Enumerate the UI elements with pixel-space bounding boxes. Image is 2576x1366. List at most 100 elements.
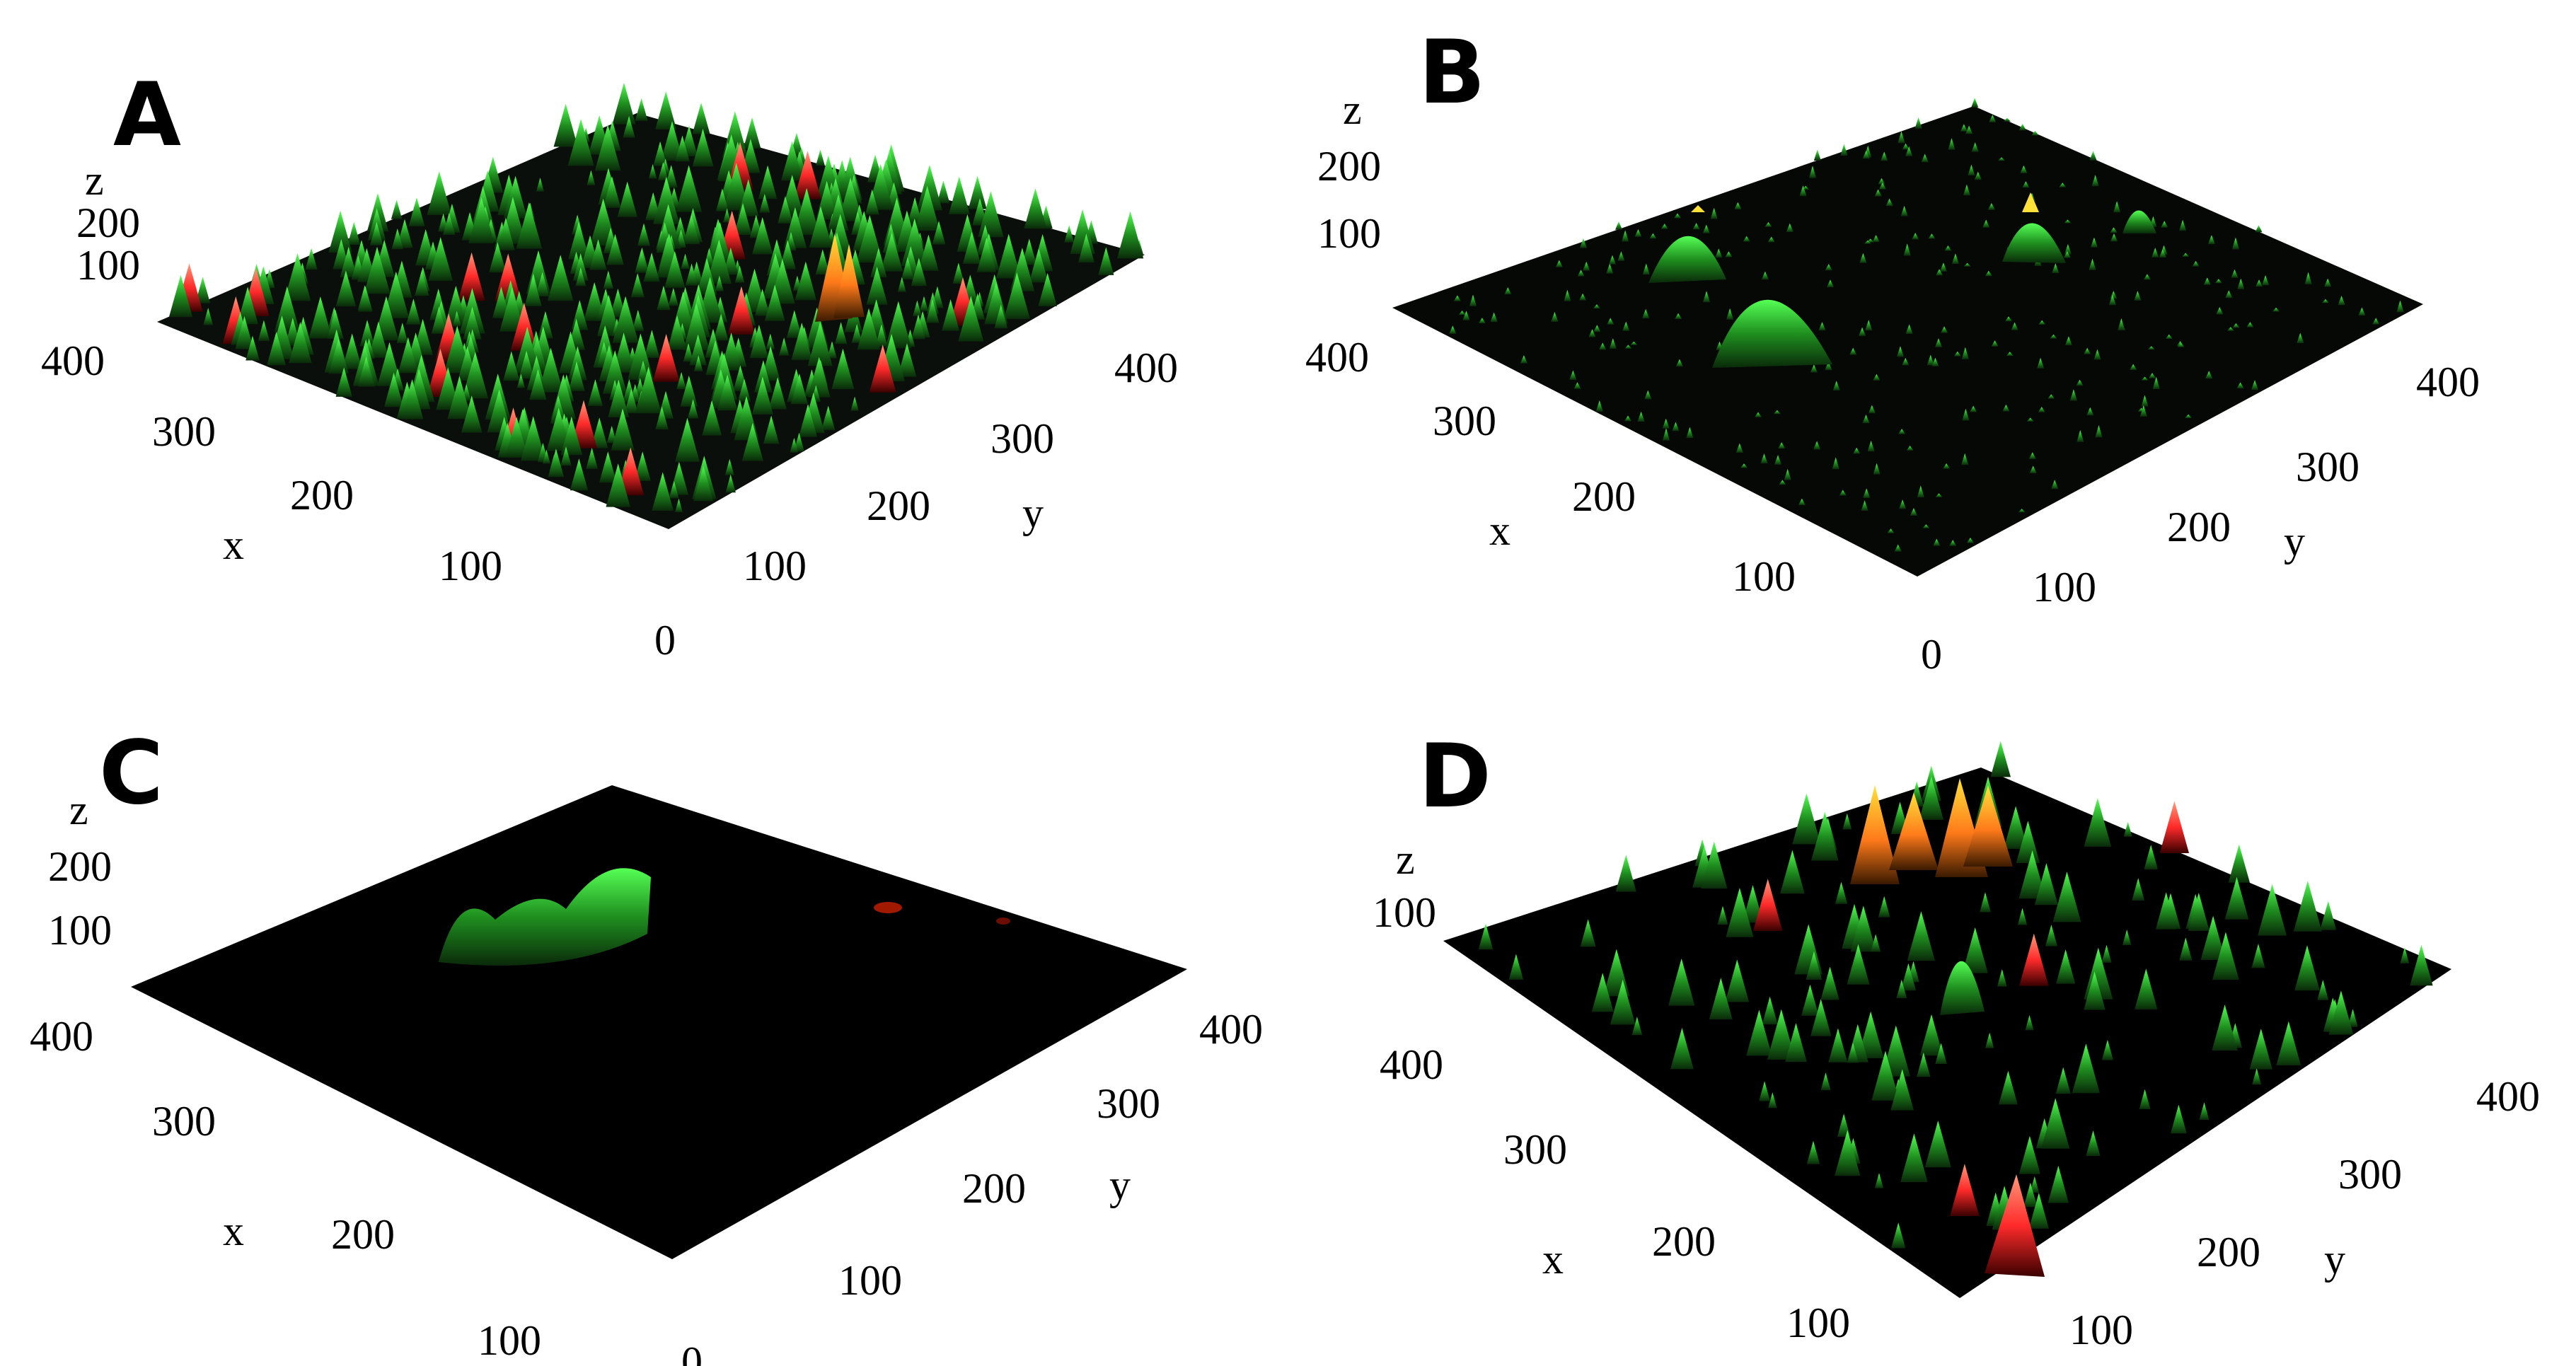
surface-peak <box>2258 884 2287 936</box>
surface-peak <box>962 231 981 264</box>
surface-peak <box>632 310 645 331</box>
surface-peak <box>661 121 683 161</box>
surface-peak <box>715 275 724 291</box>
surface-peak <box>1767 236 1775 243</box>
surface-peak <box>2052 263 2060 274</box>
surface-peak <box>1649 233 1657 239</box>
surface-peak <box>1668 959 1695 1006</box>
panel-d-y-title: y <box>2324 1236 2345 1283</box>
surface-peak <box>1914 117 1922 129</box>
panel-a-x-title: x <box>223 521 244 568</box>
surface-peak <box>2018 850 2046 899</box>
surface-peak <box>2017 908 2028 925</box>
surface-peak <box>1779 480 1786 485</box>
surface-peak <box>548 448 565 477</box>
surface-peak <box>1577 270 1585 277</box>
surface-peak <box>1773 410 1781 415</box>
surface-peak <box>1885 198 1893 207</box>
surface-peak <box>1726 888 1754 937</box>
surface-peak <box>1038 272 1057 306</box>
surface-peak <box>2139 405 2147 417</box>
surface-peak <box>2084 347 2091 354</box>
surface-peak <box>815 249 830 275</box>
surface-peak <box>713 313 729 341</box>
surface-peak <box>1903 243 1911 256</box>
surface-peak <box>503 175 528 219</box>
panel-c-x-title: x <box>223 1208 244 1254</box>
surface-peak <box>1991 340 1999 347</box>
surface-peak <box>1919 1014 1943 1056</box>
surface-peak <box>664 251 686 288</box>
surface-peak <box>1725 251 1733 257</box>
surface-peak <box>568 361 585 391</box>
surface-peak <box>2002 404 2010 412</box>
surface-peak <box>1997 969 2007 987</box>
surface-peak <box>1593 304 1600 309</box>
surface-peak <box>1579 293 1587 301</box>
surface-peak <box>1898 131 1905 144</box>
surface-peak <box>1478 318 1486 323</box>
surface-peak <box>2179 219 2187 231</box>
surface-peak <box>1999 1070 2018 1105</box>
surface-peak <box>608 379 630 417</box>
surface-peak <box>1792 793 1821 845</box>
surface-peak <box>384 372 404 407</box>
surface-peak <box>1064 225 1074 243</box>
surface-peak <box>2089 258 2096 270</box>
surface-peak <box>2020 165 2028 173</box>
panel-a-y-tick-4: 100 <box>743 543 807 589</box>
surface-peak <box>1715 248 1723 258</box>
surface-peak <box>524 275 542 306</box>
surface-peak <box>2276 1021 2301 1066</box>
surface-peak <box>617 447 645 496</box>
surface-peak <box>370 221 383 245</box>
surface-peak <box>1985 270 1992 277</box>
surface-peak <box>591 417 608 448</box>
surface-peak <box>1825 264 1832 271</box>
panel-a: A z 200 100 400 300 200 100 x 0 400 300 … <box>41 64 1178 664</box>
surface-peak <box>1825 361 1832 371</box>
surface-peak <box>1607 318 1615 325</box>
surface-peak <box>2023 1182 2038 1208</box>
surface-peak <box>2255 225 2263 233</box>
surface-peak <box>328 338 349 374</box>
surface-peak <box>1871 1050 1900 1101</box>
surface-peak <box>2101 944 2112 963</box>
surface-peak <box>1853 447 1861 454</box>
surface-peak <box>2135 968 2158 1009</box>
surface-peak <box>2256 279 2263 287</box>
surface-peak <box>2141 376 2149 381</box>
surface-peak <box>1663 428 1670 441</box>
surface-peak <box>692 128 714 167</box>
surface-peak <box>1985 1032 1994 1048</box>
surface-peak <box>2294 945 2320 991</box>
panel-c-y-tick-3: 200 <box>962 1165 1026 1212</box>
panel-d-y-tick-1: 400 <box>2476 1073 2540 1120</box>
surface-peak <box>597 294 620 337</box>
surface-peak <box>2004 806 2028 849</box>
surface-peak <box>2123 821 2132 837</box>
panel-c-mound <box>439 868 651 966</box>
surface-peak <box>2328 990 2354 1035</box>
surface-peak <box>2022 181 2030 188</box>
surface-peak <box>653 176 680 224</box>
surface-peak <box>1606 263 1614 274</box>
surface-peak <box>570 458 589 491</box>
surface-peak <box>1622 230 1629 242</box>
surface-peak <box>2050 334 2057 339</box>
surface-peak <box>754 360 773 393</box>
surface-peak <box>2030 1176 2040 1193</box>
surface-peak <box>444 286 467 325</box>
surface-peak <box>1902 143 1910 150</box>
surface-peak <box>1874 1173 1884 1188</box>
surface-peak <box>948 176 970 214</box>
surface-peak <box>2212 1005 2238 1050</box>
surface-peak <box>1832 457 1839 470</box>
surface-peak <box>1674 213 1681 219</box>
panel-d-y-tick-3: 200 <box>2197 1229 2260 1275</box>
surface-peak <box>2185 414 2193 418</box>
surface-peak <box>1004 272 1030 319</box>
surface-peak <box>611 408 635 451</box>
surface-peak <box>821 405 836 430</box>
panel-c-x-tick-4: 100 <box>478 1317 541 1364</box>
